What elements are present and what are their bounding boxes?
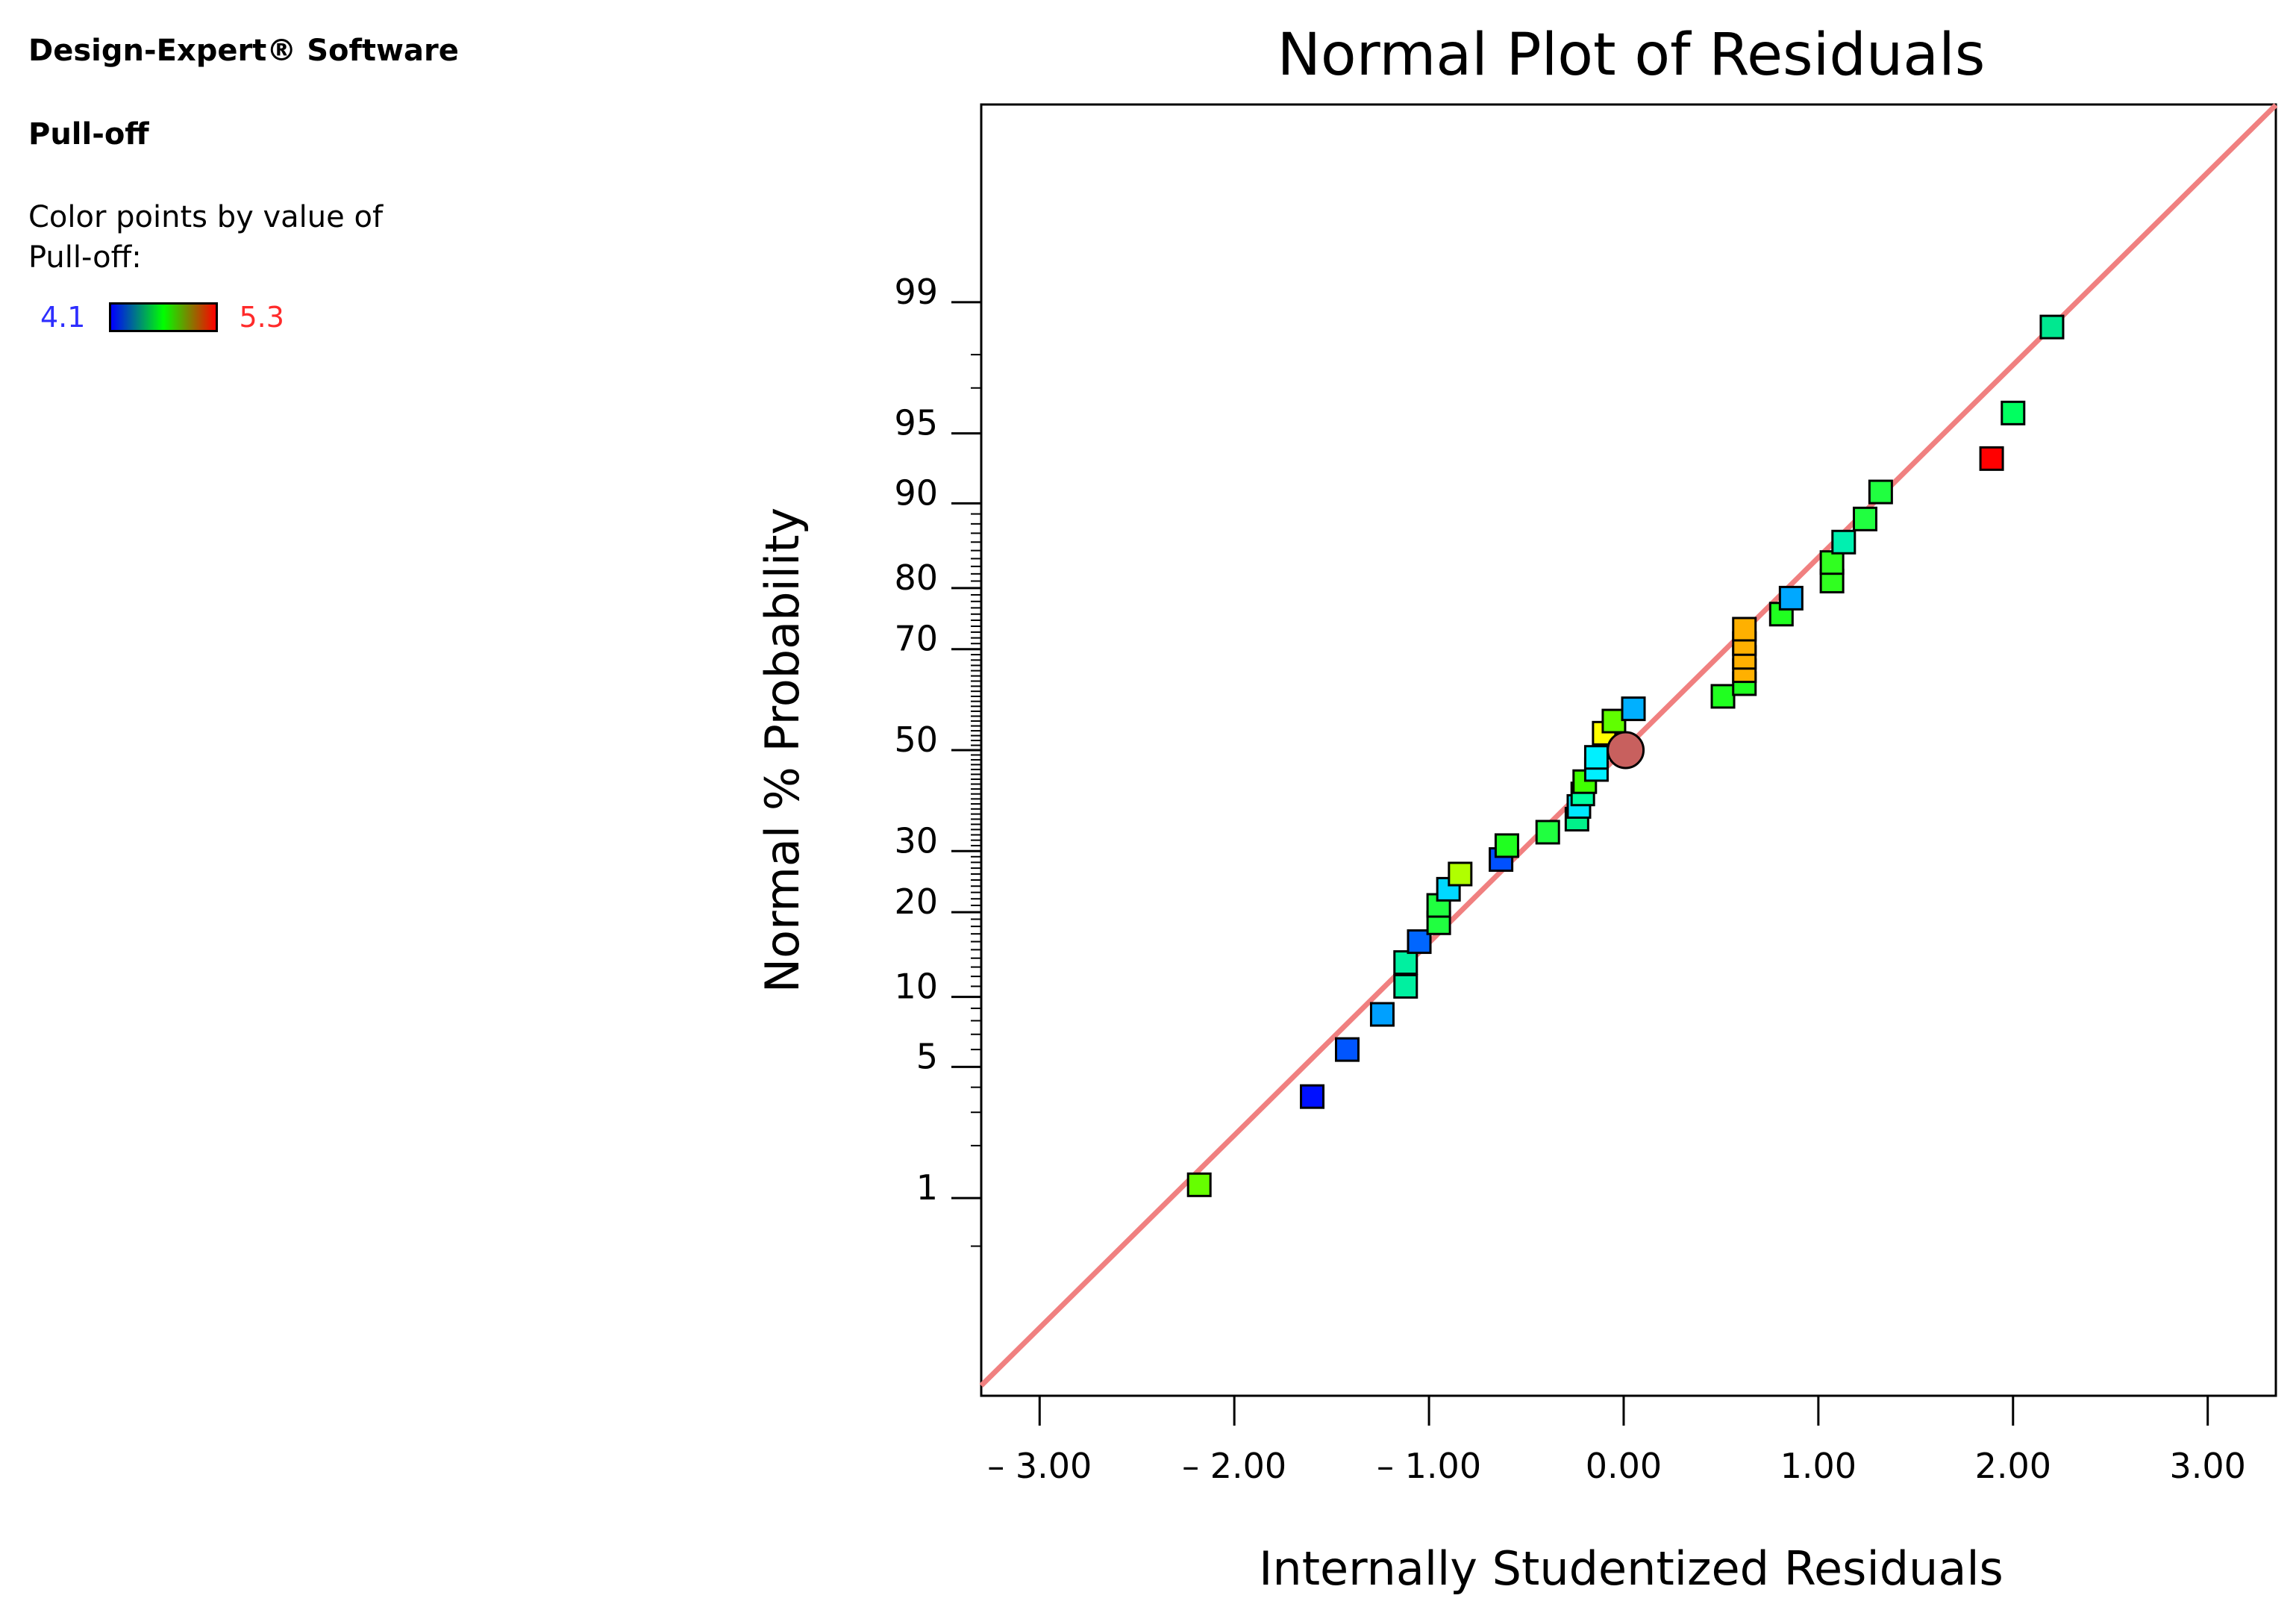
residual-point [1369, 1002, 1395, 1027]
residual-point [1494, 833, 1519, 858]
residual-point [1778, 585, 1804, 611]
x-tick-label: – 2.00 [1182, 1446, 1286, 1486]
y-tick-label: 90 [894, 472, 938, 513]
residual-point [1393, 950, 1418, 976]
residual-point [1979, 446, 2004, 471]
residual-point [1852, 506, 1877, 531]
y-axis: 1 5 10 20 30 50 70 80 90 95 99 [894, 272, 981, 1208]
residual-point [1583, 745, 1609, 770]
y-tick-label: 95 [894, 403, 938, 443]
residual-point [1621, 696, 1646, 722]
software-name: Design-Expert® Software [28, 34, 459, 68]
y-tick-label: 10 [894, 967, 938, 1007]
y-minor-ticks [971, 354, 981, 1247]
y-tick-label: 50 [894, 720, 938, 760]
residual-point [1732, 617, 1757, 642]
y-tick-label: 1 [916, 1167, 938, 1208]
residual-point [2001, 400, 2026, 425]
chart-title: Normal Plot of Residuals [1277, 22, 1986, 89]
x-tick-label: – 1.00 [1377, 1446, 1481, 1486]
x-tick-label: 2.00 [1975, 1446, 2051, 1486]
x-axis: – 3.00 – 2.00 – 1.00 0.00 1.00 2.00 3.00 [987, 1396, 2246, 1486]
residual-point [1819, 550, 1845, 575]
y-tick-label: 80 [894, 558, 938, 598]
y-tick-label: 99 [894, 272, 938, 312]
residual-point [1535, 820, 1560, 845]
residual-point [1868, 479, 1893, 505]
legend-min-value: 4.1 [40, 301, 86, 334]
x-axis-label: Internally Studentized Residuals [1259, 1541, 2003, 1596]
y-axis-label: Normal % Probability [755, 508, 810, 993]
residual-point [1831, 529, 1856, 555]
y-tick-label: 70 [894, 619, 938, 659]
y-tick-label: 30 [894, 820, 938, 861]
residual-point [1186, 1172, 1212, 1197]
y-tick-label: 20 [894, 881, 938, 922]
residual-point [1448, 861, 1473, 887]
y-tick-label: 5 [916, 1036, 938, 1076]
residual-points [1186, 314, 2065, 1197]
x-tick-label: – 3.00 [987, 1446, 1092, 1486]
residual-point [1300, 1084, 1325, 1109]
legend-panel: Design-Expert® Software Pull-off Color p… [28, 33, 551, 334]
x-tick-label: 1.00 [1780, 1446, 1856, 1486]
legend-max-value: 5.3 [239, 301, 284, 334]
center-point [1607, 731, 1645, 770]
residual-point [1334, 1037, 1360, 1062]
residual-point [1393, 973, 1418, 999]
residual-point [1710, 684, 1736, 709]
response-name: Pull-off [28, 117, 149, 152]
x-tick-label: 0.00 [1586, 1446, 1662, 1486]
color-by-label: Color points by value of Pull-off: [28, 200, 384, 275]
color-legend: 4.1 5.3 [40, 299, 284, 336]
residual-point [2039, 314, 2065, 340]
color-gradient-bar [109, 302, 219, 332]
x-tick-label: 3.00 [2169, 1446, 2245, 1486]
